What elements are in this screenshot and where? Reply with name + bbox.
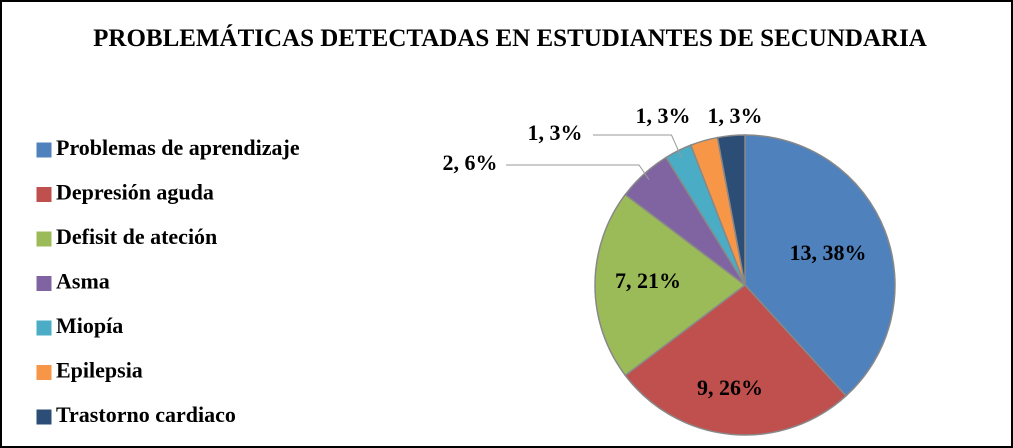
data-label: 1, 3% <box>708 103 763 128</box>
legend-swatch <box>35 141 53 159</box>
pie-slice <box>594 193 747 377</box>
data-label: 7, 21% <box>615 268 681 293</box>
leader-line <box>506 164 650 180</box>
legend-label: Problemas de aprendizaje <box>56 135 300 160</box>
chart-title: PROBLEMÁTICAS DETECTADAS EN ESTUDIANTES … <box>93 25 927 52</box>
legend-label: Epilepsia <box>56 358 143 383</box>
data-label: 2, 6% <box>443 150 498 175</box>
data-label: 1, 3% <box>528 120 583 145</box>
data-label: 13, 38% <box>790 240 867 265</box>
legend-swatch <box>35 230 53 248</box>
data-label: 9, 26% <box>697 375 763 400</box>
legend-swatch <box>35 364 53 381</box>
legend-label: Defisit de ateción <box>56 224 217 249</box>
leader-line <box>593 134 682 158</box>
legend-label: Trastorno cardiaco <box>56 402 236 427</box>
data-label: 1, 3% <box>636 103 691 128</box>
legend-label: Depresión aguda <box>56 180 214 205</box>
pie-slice <box>716 134 746 286</box>
legend-swatch <box>35 275 53 292</box>
legend-swatch <box>35 408 53 426</box>
legend-label: Miopía <box>56 313 123 338</box>
pie-slice <box>744 134 896 397</box>
pie-slice <box>624 283 848 436</box>
legend-label: Asma <box>56 269 110 294</box>
legend-swatch <box>35 319 53 337</box>
legend-swatch <box>35 186 53 203</box>
